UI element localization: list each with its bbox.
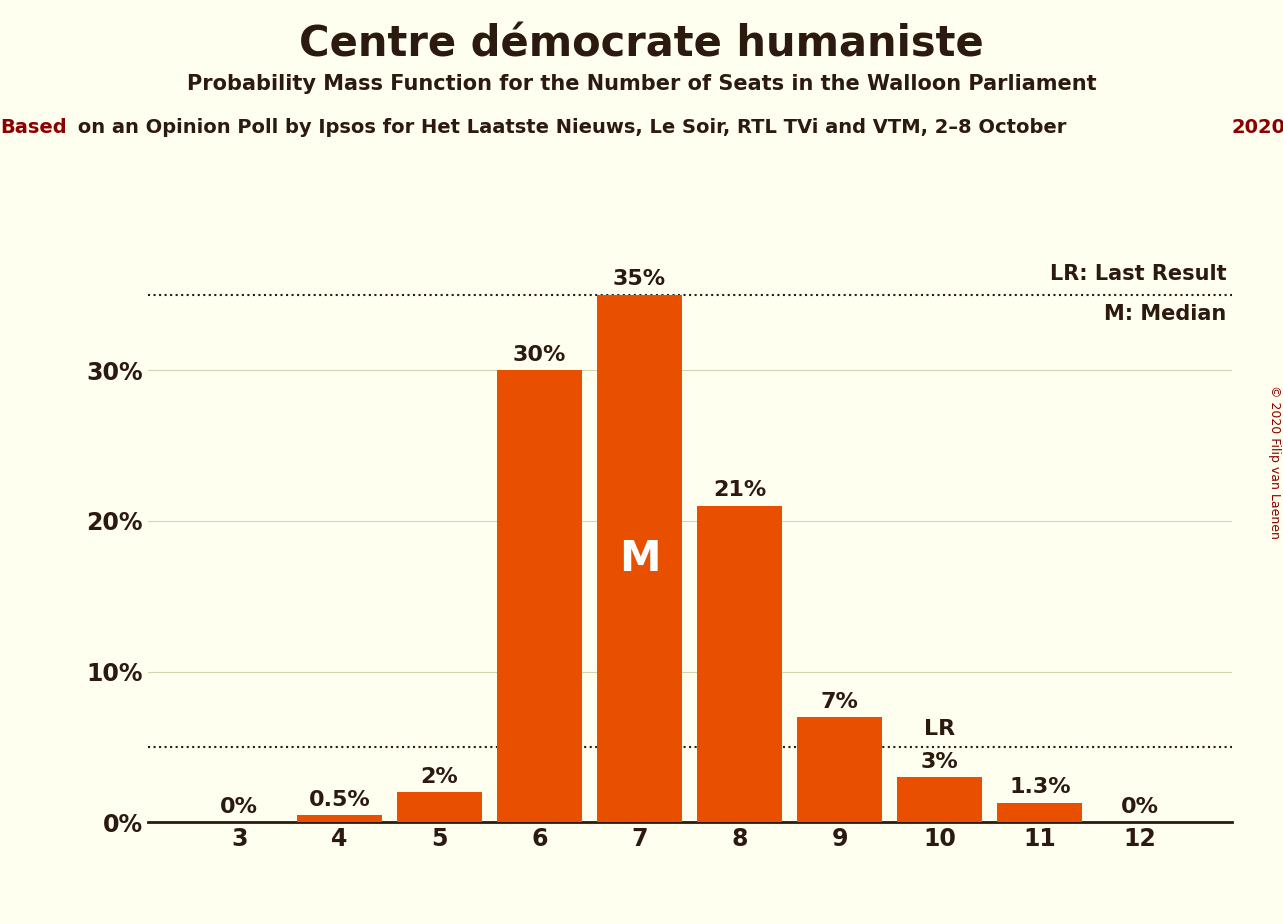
Text: LR: Last Result: LR: Last Result	[1049, 264, 1227, 284]
Text: 0.5%: 0.5%	[308, 789, 371, 809]
Text: 21%: 21%	[713, 480, 766, 501]
Bar	[296, 815, 382, 822]
Text: 0%: 0%	[1121, 797, 1159, 817]
Bar	[897, 777, 983, 822]
Text: 7%: 7%	[821, 691, 858, 711]
Text: 2%: 2%	[421, 767, 458, 787]
Text: Centre démocrate humaniste: Centre démocrate humaniste	[299, 23, 984, 65]
Text: 0%: 0%	[221, 797, 258, 817]
Text: on an Opinion Poll by Ipsos for Het Laatste Nieuws, Le Soir, RTL TVi and VTM, 2–: on an Opinion Poll by Ipsos for Het Laat…	[71, 118, 1073, 138]
Text: 2020: 2020	[1232, 118, 1283, 138]
Bar	[797, 717, 883, 822]
Text: 3%: 3%	[921, 752, 958, 772]
Text: LR: LR	[924, 720, 956, 739]
Text: 35%: 35%	[613, 270, 666, 289]
Bar	[997, 803, 1083, 822]
Bar	[597, 295, 683, 822]
Bar	[497, 371, 582, 822]
Text: M: Median: M: Median	[1103, 304, 1227, 324]
Text: Probability Mass Function for the Number of Seats in the Walloon Parliament: Probability Mass Function for the Number…	[187, 74, 1096, 94]
Text: © 2020 Filip van Laenen: © 2020 Filip van Laenen	[1268, 385, 1280, 539]
Bar	[697, 505, 783, 822]
Text: 30%: 30%	[513, 345, 566, 365]
Bar	[396, 792, 482, 822]
Text: M: M	[618, 538, 661, 579]
Text: Based: Based	[0, 118, 67, 138]
Text: 1.3%: 1.3%	[1008, 777, 1070, 797]
